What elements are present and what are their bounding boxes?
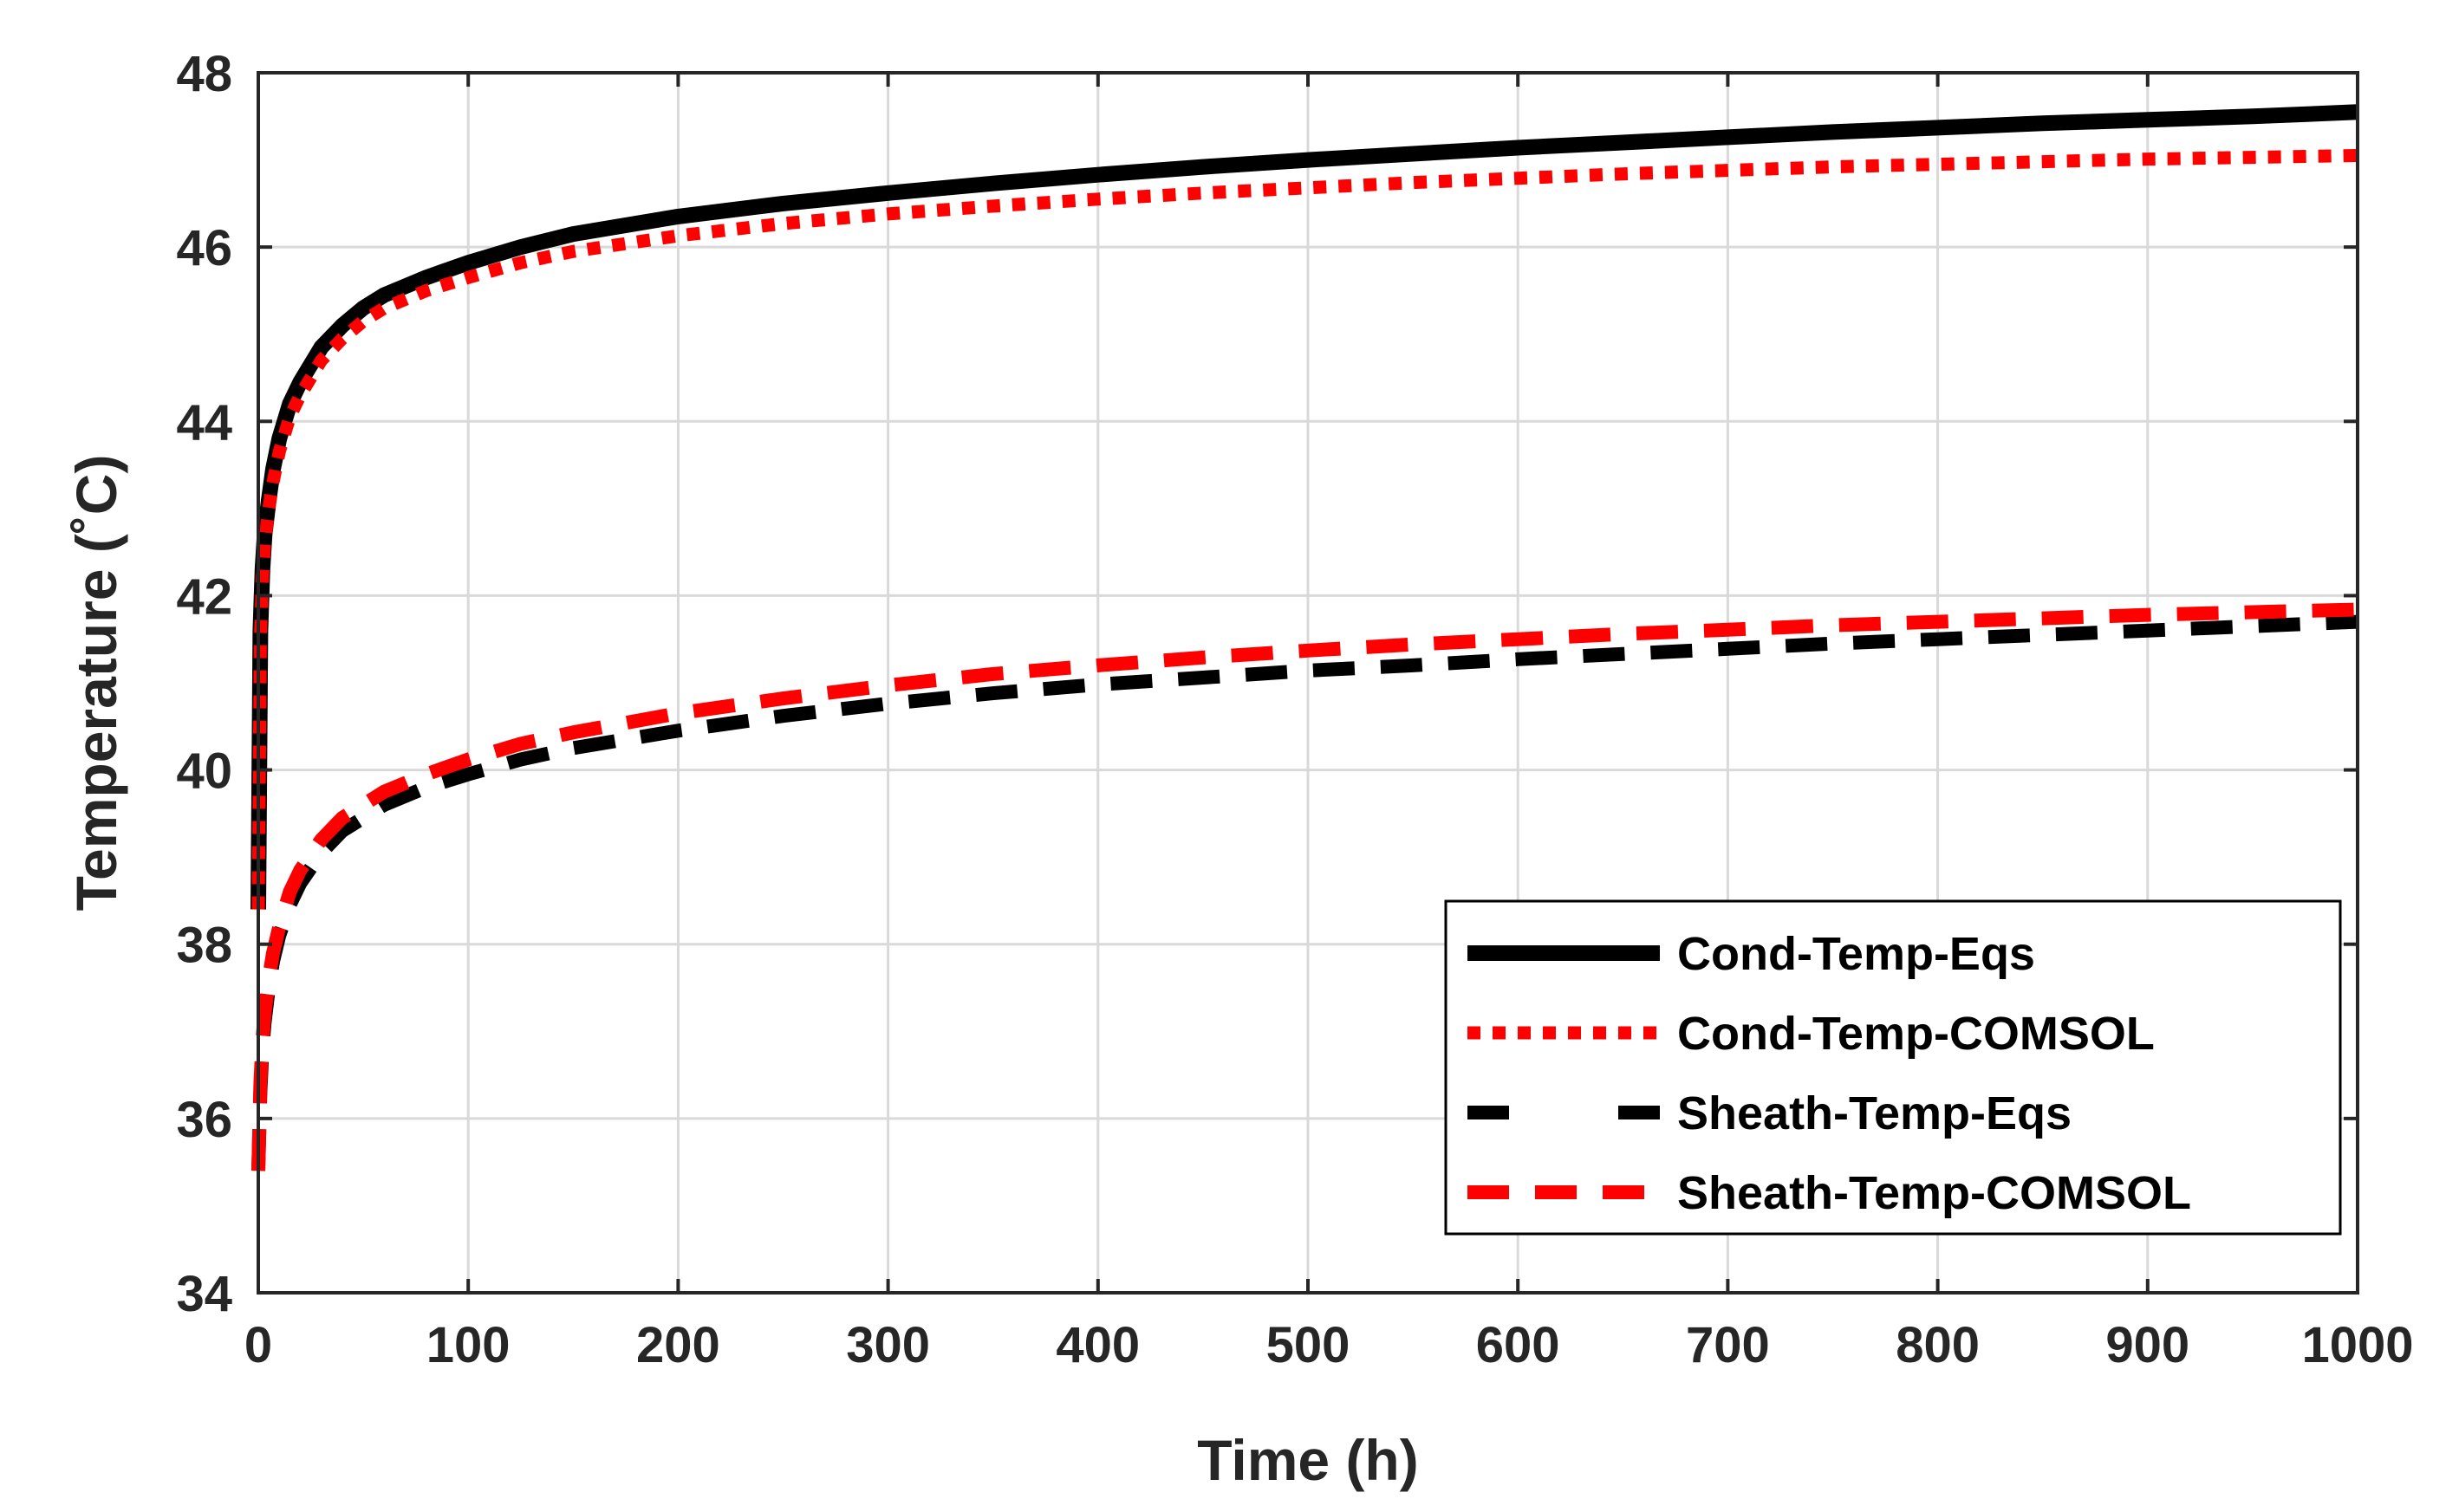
y-tick-label: 48 (176, 46, 232, 102)
y-axis-title: Temperature (˚C) (64, 455, 128, 912)
y-tick-label: 34 (176, 1266, 232, 1322)
y-tick-label: 36 (176, 1092, 232, 1148)
legend-label: Cond-Temp-COMSOL (1677, 1008, 2155, 1060)
y-tick-label: 44 (176, 394, 232, 451)
series-layer (250, 104, 2358, 1171)
x-tick-label: 400 (1056, 1317, 1140, 1373)
x-axis-title: Time (h) (1197, 1428, 1418, 1492)
legend-label: Sheath-Temp-Eqs (1677, 1087, 2072, 1139)
x-tick-label: 200 (636, 1317, 720, 1373)
legend: Cond-Temp-Eqs Cond-Temp-COMSOL Sheath-Temp… (1444, 899, 2342, 1236)
legend-label: Cond-Temp-Eqs (1677, 928, 2035, 980)
x-tick-label: 500 (1266, 1317, 1350, 1373)
y-tick-label: 42 (176, 568, 232, 625)
x-tick-label: 800 (1896, 1317, 1980, 1373)
x-tick-label: 700 (1686, 1317, 1770, 1373)
x-tick-label: 600 (1476, 1317, 1560, 1373)
x-tick-label: 1000 (2301, 1317, 2413, 1373)
y-tick-label: 46 (176, 220, 232, 276)
series-line-sheath-temp-comsol (251, 602, 2358, 1171)
x-tick-label: 100 (426, 1317, 511, 1373)
y-tick-label: 38 (176, 918, 232, 974)
x-tick-label: 300 (846, 1317, 930, 1373)
axis-ticks: 0 100 200 300 400 500 600 700 800 900 1000 34 36 38 40… (176, 46, 2413, 1373)
legend-label: Sheath-Temp-COMSOL (1677, 1167, 2191, 1219)
x-tick-label: 0 (244, 1317, 272, 1373)
y-tick-label: 40 (176, 743, 232, 800)
x-tick-label: 900 (2105, 1317, 2189, 1373)
